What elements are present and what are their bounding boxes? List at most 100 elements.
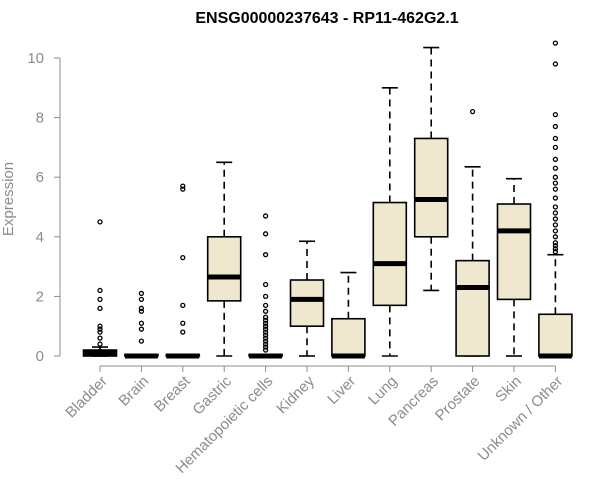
box-body <box>331 317 366 357</box>
outlier-point <box>262 293 269 300</box>
outlier-point <box>552 195 559 201</box>
outlier-point <box>262 231 269 237</box>
box-bladder <box>82 219 118 357</box>
outlier-point <box>262 302 269 308</box>
outlier-point <box>138 296 145 303</box>
y-tick-label: 6 <box>36 169 44 186</box>
y-tick-label: 0 <box>36 348 44 365</box>
outlier-point <box>138 308 145 314</box>
outlier-point <box>138 338 145 344</box>
outlier-point <box>262 332 269 338</box>
outlier-point <box>552 228 559 234</box>
outlier-point <box>262 338 269 344</box>
x-tick-label: Liver <box>324 373 359 408</box>
outlier-point <box>262 308 269 314</box>
x-tick-label: Kidney <box>273 372 318 417</box>
outlier-point <box>262 341 269 347</box>
outlier-point <box>97 296 103 303</box>
x-tick-label: Brain <box>115 373 152 410</box>
outlier-point <box>552 204 559 210</box>
x-tick-label: Prostate <box>432 373 484 425</box>
y-axis: 0 2 4 6 8 10 <box>27 50 61 365</box>
outlier-point <box>552 186 559 192</box>
outlier-point <box>97 323 103 329</box>
box-lung <box>372 87 408 357</box>
outlier-point <box>552 246 559 252</box>
outlier-point <box>552 156 559 162</box>
outlier-point <box>262 252 269 258</box>
box-breast <box>165 183 201 359</box>
outlier-point <box>552 174 559 180</box>
outlier-point <box>552 210 559 216</box>
box-prostate <box>455 108 490 357</box>
box-body <box>206 236 242 302</box>
outlier-point <box>552 249 559 255</box>
outlier-point <box>180 302 186 308</box>
x-tick-label: Skin <box>492 373 525 406</box>
outlier-point <box>262 281 269 288</box>
box-body <box>413 137 449 238</box>
box-skin <box>496 177 532 357</box>
outlier-point <box>262 335 269 341</box>
x-tick-label: Breast <box>151 372 194 415</box>
outlier-point <box>552 123 559 130</box>
box-brain <box>124 290 159 359</box>
outlier-point <box>97 305 103 311</box>
outlier-point <box>97 326 103 332</box>
outlier-point <box>262 344 269 350</box>
outlier-point <box>138 290 145 297</box>
outlier-point <box>97 287 103 294</box>
box-body <box>372 201 408 307</box>
box-body <box>289 279 325 328</box>
outlier-point <box>180 186 186 192</box>
outlier-point <box>262 317 269 323</box>
outlier-point <box>552 144 559 151</box>
outlier-point <box>552 111 559 118</box>
outlier-point <box>138 326 145 332</box>
outlier-point <box>262 213 269 219</box>
box-unknown-other <box>538 40 573 359</box>
outlier-point <box>180 320 186 326</box>
outlier-point <box>97 219 103 225</box>
outlier-point <box>97 335 103 341</box>
outlier-point <box>552 135 559 142</box>
outlier-point <box>552 222 559 228</box>
outlier-point <box>262 320 269 326</box>
outlier-point <box>262 326 269 332</box>
y-tick-label: 2 <box>36 288 44 305</box>
box-body <box>455 259 490 357</box>
outlier-point <box>552 61 559 67</box>
box-body <box>496 203 532 301</box>
outlier-point <box>180 255 186 261</box>
outlier-point <box>552 234 559 240</box>
x-tick-label: Lung <box>365 373 401 409</box>
outlier-point <box>469 108 476 115</box>
box-series <box>82 40 573 359</box>
outlier-point <box>262 323 269 329</box>
chart-title: ENSG00000237643 - RP11-462G2.1 <box>195 10 458 27</box>
y-tick-label: 10 <box>27 50 44 67</box>
outlier-point <box>138 305 145 311</box>
outlier-point <box>97 329 103 335</box>
box-pancreas <box>413 46 449 292</box>
outlier-point <box>552 216 559 222</box>
y-tick-label: 4 <box>36 229 44 246</box>
y-tick-label: 8 <box>36 110 44 127</box>
outlier-point <box>262 329 269 335</box>
box-hematopoietic-cells <box>248 213 283 359</box>
outlier-point <box>138 320 145 326</box>
outlier-point <box>180 329 186 335</box>
outlier-point <box>97 341 103 347</box>
outlier-point <box>552 165 559 171</box>
x-tick-label: Bladder <box>62 373 111 422</box>
outlier-point <box>262 347 269 353</box>
outlier-point <box>552 180 559 186</box>
box-body <box>538 313 573 357</box>
box-kidney <box>289 240 325 357</box>
outlier-point <box>552 243 559 249</box>
box-liver <box>331 271 366 359</box>
outlier-point <box>552 40 559 46</box>
outlier-point <box>262 314 269 320</box>
y-axis-label: Expression <box>0 162 17 236</box>
